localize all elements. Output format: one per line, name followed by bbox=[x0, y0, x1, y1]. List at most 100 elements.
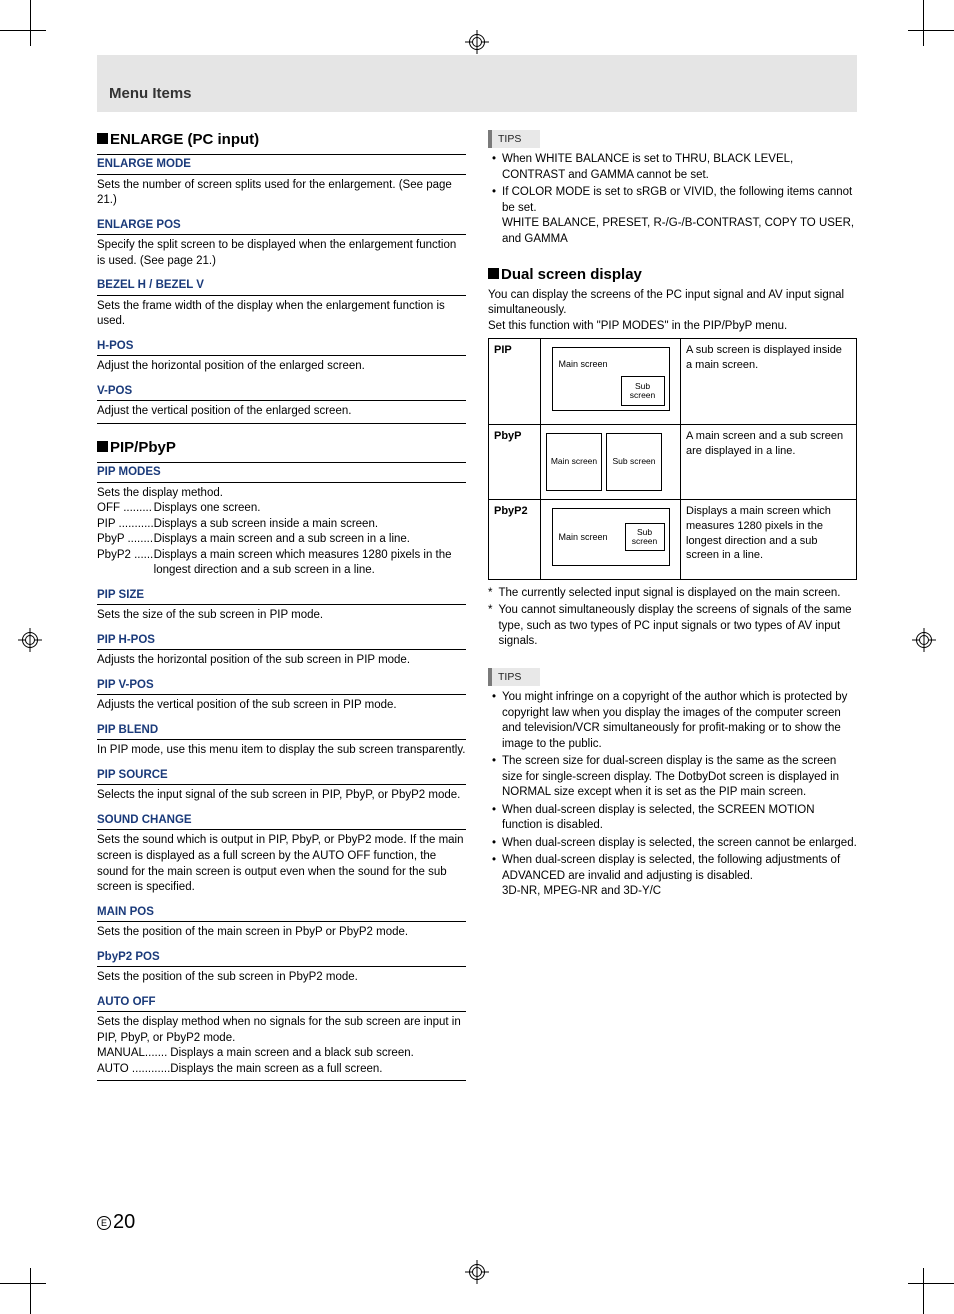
item-pipmodes-head: PIP MODES bbox=[97, 462, 466, 483]
item-enlarge-mode-body: Sets the number of screen splits used fo… bbox=[97, 175, 466, 212]
crop-mark bbox=[0, 30, 46, 31]
section-pip-title: PIP/PbyP bbox=[97, 438, 466, 458]
mode-diagram: Main screen Sub screen bbox=[541, 499, 681, 579]
pbyp-diagram: Main screen Sub screen bbox=[546, 433, 675, 491]
item-enlarge-pos-body: Specify the split screen to be displayed… bbox=[97, 235, 466, 272]
square-bullet-icon bbox=[97, 441, 108, 452]
item-enlarge-mode-head: ENLARGE MODE bbox=[97, 154, 466, 175]
dual-mode-table: PIP Main screen Sub screen A sub screen … bbox=[488, 338, 857, 580]
table-row: PbyP2 Main screen Sub screen Displays a … bbox=[489, 499, 857, 579]
item-pipsource-head: PIP SOURCE bbox=[97, 766, 466, 786]
item-sound-head: SOUND CHANGE bbox=[97, 811, 466, 831]
list-key: PbyP2 ...... bbox=[97, 548, 154, 579]
note-text: You cannot simultaneously display the sc… bbox=[498, 603, 857, 650]
list-key: MANUAL....... bbox=[97, 1046, 170, 1062]
crop-mark bbox=[0, 1283, 46, 1284]
tips-item: When dual-screen display is selected, th… bbox=[492, 836, 857, 852]
item-enlarge-pos-head: ENLARGE POS bbox=[97, 216, 466, 236]
item-pipblend-body: In PIP mode, use this menu item to displ… bbox=[97, 740, 466, 762]
item-piphpos-head: PIP H-POS bbox=[97, 631, 466, 651]
list-value: Displays a sub screen inside a main scre… bbox=[154, 517, 466, 533]
item-pipsize-body: Sets the size of the sub screen in PIP m… bbox=[97, 605, 466, 627]
tips-item: The screen size for dual-screen display … bbox=[492, 754, 857, 801]
item-mainpos-head: MAIN POS bbox=[97, 903, 466, 923]
crop-mark bbox=[923, 1268, 924, 1314]
item-piphpos-body: Adjusts the horizontal position of the s… bbox=[97, 650, 466, 672]
item-pipvpos-head: PIP V-POS bbox=[97, 676, 466, 696]
list-key: AUTO ............ bbox=[97, 1062, 170, 1078]
list-value: Displays a main screen which measures 12… bbox=[154, 548, 466, 579]
section-dual-title: Dual screen display bbox=[488, 265, 857, 285]
item-p2pos-body: Sets the position of the sub screen in P… bbox=[97, 967, 466, 989]
item-hpos-head: H-POS bbox=[97, 337, 466, 357]
item-vpos-head: V-POS bbox=[97, 382, 466, 402]
page-marker-icon: E bbox=[97, 1216, 111, 1230]
table-row: PbyP Main screen Sub screen A main scree… bbox=[489, 424, 857, 499]
tips-list-1: When WHITE BALANCE is set to THRU, BLACK… bbox=[488, 152, 857, 247]
asterisk-icon: * bbox=[488, 603, 492, 650]
right-column: TIPS When WHITE BALANCE is set to THRU, … bbox=[488, 130, 857, 1081]
crop-mark bbox=[923, 0, 924, 46]
item-pipblend-head: PIP BLEND bbox=[97, 721, 466, 741]
crop-mark bbox=[30, 1268, 31, 1314]
item-pipsource-body: Selects the input signal of the sub scre… bbox=[97, 785, 466, 807]
crop-mark bbox=[908, 30, 954, 31]
mode-desc: Displays a main screen which measures 12… bbox=[681, 499, 857, 579]
star-notes: * The currently selected input signal is … bbox=[488, 586, 857, 650]
tips-item: When WHITE BALANCE is set to THRU, BLACK… bbox=[492, 152, 857, 183]
list-key: PIP ........... bbox=[97, 517, 154, 533]
tips-item: When dual-screen display is selected, th… bbox=[492, 803, 857, 834]
page-content: Menu Items ENLARGE (PC input) ENLARGE MO… bbox=[97, 55, 857, 1081]
item-sound-body: Sets the sound which is output in PIP, P… bbox=[97, 830, 466, 898]
registration-mark-icon bbox=[465, 1260, 489, 1284]
tips-item: If COLOR MODE is set to sRGB or VIVID, t… bbox=[492, 185, 857, 247]
list-value: Displays a main screen and a sub screen … bbox=[154, 532, 466, 548]
table-row: PIP Main screen Sub screen A sub screen … bbox=[489, 339, 857, 425]
mode-name: PbyP bbox=[489, 424, 541, 499]
tips-label: TIPS bbox=[488, 668, 540, 686]
dual-intro2: Set this function with "PIP MODES" in th… bbox=[488, 319, 857, 335]
left-column: ENLARGE (PC input) ENLARGE MODE Sets the… bbox=[97, 130, 466, 1081]
pip-diagram: Main screen Sub screen bbox=[552, 347, 670, 411]
autooff-intro: Sets the display method when no signals … bbox=[97, 1015, 466, 1046]
item-pipvpos-body: Adjusts the vertical position of the sub… bbox=[97, 695, 466, 717]
asterisk-icon: * bbox=[488, 586, 492, 602]
square-bullet-icon bbox=[97, 133, 108, 144]
page-number: E20 bbox=[97, 1211, 135, 1234]
tips-label: TIPS bbox=[488, 130, 540, 148]
mode-name: PIP bbox=[489, 339, 541, 425]
list-value: Displays a main screen and a black sub s… bbox=[170, 1046, 414, 1062]
dual-intro1: You can display the screens of the PC in… bbox=[488, 288, 857, 319]
item-p2pos-head: PbyP2 POS bbox=[97, 948, 466, 968]
page-title: Menu Items bbox=[97, 55, 857, 112]
note-text: The currently selected input signal is d… bbox=[498, 586, 840, 602]
list-value: Displays the main screen as a full scree… bbox=[170, 1062, 414, 1078]
square-bullet-icon bbox=[488, 268, 499, 279]
section-enlarge-title: ENLARGE (PC input) bbox=[97, 130, 466, 150]
crop-mark bbox=[30, 0, 31, 46]
item-bezel-head: BEZEL H / BEZEL V bbox=[97, 276, 466, 296]
mode-diagram: Main screen Sub screen bbox=[541, 339, 681, 425]
registration-mark-icon bbox=[18, 628, 42, 652]
tips-item: When dual-screen display is selected, th… bbox=[492, 853, 857, 900]
crop-mark bbox=[908, 1283, 954, 1284]
item-mainpos-body: Sets the position of the main screen in … bbox=[97, 922, 466, 944]
mode-name: PbyP2 bbox=[489, 499, 541, 579]
item-autooff-head: AUTO OFF bbox=[97, 993, 466, 1013]
item-bezel-body: Sets the frame width of the display when… bbox=[97, 296, 466, 333]
registration-mark-icon bbox=[912, 628, 936, 652]
mode-desc: A sub screen is displayed inside a main … bbox=[681, 339, 857, 425]
registration-mark-icon bbox=[465, 30, 489, 54]
list-key: PbyP ........ bbox=[97, 532, 154, 548]
mode-diagram: Main screen Sub screen bbox=[541, 424, 681, 499]
tips-list-2: You might infringe on a copyright of the… bbox=[488, 690, 857, 900]
item-pipmodes-body: Sets the display method. OFF .........Di… bbox=[97, 483, 466, 582]
list-key: OFF ......... bbox=[97, 501, 154, 517]
mode-desc: A main screen and a sub screen are displ… bbox=[681, 424, 857, 499]
pbyp2-diagram: Main screen Sub screen bbox=[552, 508, 670, 566]
autooff-list: MANUAL....... Displays a main screen and… bbox=[97, 1046, 414, 1077]
pipmodes-intro: Sets the display method. bbox=[97, 486, 466, 502]
list-value: Displays one screen. bbox=[154, 501, 466, 517]
item-pipsize-head: PIP SIZE bbox=[97, 586, 466, 606]
pipmodes-list: OFF .........Displays one screen.PIP ...… bbox=[97, 501, 466, 579]
